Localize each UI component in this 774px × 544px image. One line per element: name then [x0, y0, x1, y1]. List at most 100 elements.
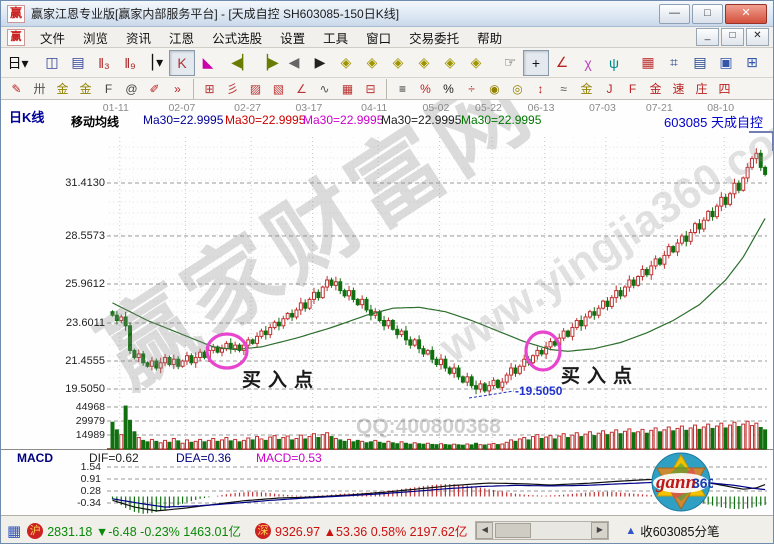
- tool-report-notes[interactable]: ▤: [687, 50, 713, 76]
- tool-kline-mode[interactable]: K: [169, 49, 195, 76]
- tool-percent[interactable]: %: [437, 78, 460, 99]
- macd-tick-0.28: 0.28: [80, 485, 101, 497]
- tool-measure-pen[interactable]: ✐: [143, 78, 166, 99]
- zoom-out-h-icon: ◈: [340, 54, 352, 70]
- minimize-button[interactable]: —: [659, 3, 690, 24]
- tool-fan-box[interactable]: ▨: [244, 78, 267, 99]
- tool-hatch-box[interactable]: ▧: [267, 78, 290, 99]
- candle-style-icon: ⎮▾: [148, 54, 164, 70]
- tool-calculator[interactable]: ⌗: [661, 50, 687, 76]
- tool-export-data[interactable]: ⊞: [739, 50, 765, 76]
- pan-hand-icon: ☞: [503, 54, 517, 70]
- tool-percent-line[interactable]: ÷: [460, 78, 483, 99]
- tool-zoom-full[interactable]: ◈: [463, 50, 489, 76]
- tool-zigzag[interactable]: ∿: [313, 78, 336, 99]
- tool-angle-four[interactable]: 四: [713, 78, 736, 99]
- tool-zoom-in-h[interactable]: ◈: [359, 50, 385, 76]
- child-restore-button[interactable]: □: [721, 28, 744, 46]
- tool-minute-3[interactable]: ‖₃: [91, 50, 117, 76]
- child-minimize-button[interactable]: _: [696, 28, 719, 46]
- tool-square-grid[interactable]: ⊟: [359, 78, 382, 99]
- child-close-button[interactable]: ✕: [746, 28, 769, 46]
- tool-prev-bar[interactable]: ◀: [281, 50, 307, 76]
- report-notes-icon: ▤: [693, 54, 707, 70]
- tool-pen-tool[interactable]: ✎: [5, 78, 28, 99]
- scroll-left-arrow[interactable]: ◀: [476, 522, 494, 539]
- tool-gold-circle[interactable]: ◉: [483, 78, 506, 99]
- tool-gold-line[interactable]: 金: [575, 78, 598, 99]
- tool-angle-zhuang[interactable]: 庄: [690, 78, 713, 99]
- tool-price-mark[interactable]: ↕: [529, 78, 552, 99]
- tool-color-chart[interactable]: ◣: [195, 50, 221, 76]
- tool-save-data[interactable]: ▣: [713, 50, 739, 76]
- ma30-value-2: Ma30=22.9995: [225, 113, 306, 127]
- tool-wave-tool[interactable]: ≈: [552, 78, 575, 99]
- tool-trend-draw[interactable]: ∠: [549, 50, 575, 76]
- tool-calendar-21[interactable]: ▦: [635, 50, 661, 76]
- tool-dense-grid[interactable]: ▦: [336, 78, 359, 99]
- menu-item-2[interactable]: 浏览: [83, 31, 109, 46]
- maximize-button[interactable]: □: [692, 3, 723, 24]
- info-panel-icon: ▤: [71, 54, 85, 70]
- tool-gann-grid[interactable]: 卅: [28, 78, 51, 99]
- tool-candle-style[interactable]: ⎮▾: [143, 50, 169, 76]
- tool-hist-lines[interactable]: ≡: [391, 78, 414, 99]
- menu-item-5[interactable]: 公式选股: [212, 31, 263, 46]
- tool-percent-zone[interactable]: %: [414, 78, 437, 99]
- crosshair-icon: +: [531, 54, 541, 71]
- tool-send-remote[interactable]: ⊟: [765, 50, 773, 76]
- tool-gold-ring[interactable]: ◎: [506, 78, 529, 99]
- tool-zoom-in-v[interactable]: ◈: [411, 50, 437, 76]
- kline-chart-area[interactable]: [1, 100, 773, 449]
- menu-item-1[interactable]: 文件: [40, 31, 66, 46]
- horizontal-scrollbar[interactable]: ◀ ▶: [475, 521, 610, 540]
- menu-item-9[interactable]: 交易委托: [409, 31, 460, 46]
- tool-angle-speed[interactable]: 速: [667, 78, 690, 99]
- date-tick-03-17: 03-17: [295, 102, 323, 114]
- scroll-right-arrow[interactable]: ▶: [591, 522, 609, 539]
- tool-chart-overlay[interactable]: ◫: [39, 50, 65, 76]
- date-tick-02-07: 02-07: [168, 102, 196, 114]
- tool-angle-j[interactable]: J: [598, 78, 621, 99]
- menu-item-8[interactable]: 窗口: [366, 31, 392, 46]
- tool-gann-gold-b[interactable]: 金: [74, 78, 97, 99]
- tool-zoom-out-v[interactable]: ◈: [385, 50, 411, 76]
- tool-zoom-reset[interactable]: ◈: [437, 50, 463, 76]
- tool-fib-f[interactable]: F: [97, 78, 120, 99]
- tool-angle-line[interactable]: ∠: [290, 78, 313, 99]
- tool-pan-hand[interactable]: ☞: [497, 50, 523, 76]
- gold-ring-icon: ◎: [512, 81, 523, 96]
- tick-chart-link[interactable]: 收603085分笔: [640, 525, 720, 539]
- calendar-icon[interactable]: ▦: [7, 522, 22, 540]
- menu-item-3[interactable]: 资讯: [126, 31, 152, 46]
- scrollbar-track[interactable]: [493, 523, 591, 538]
- tool-last-bar[interactable]: ▕▶: [255, 50, 281, 76]
- next-bar-icon: ▶: [314, 54, 326, 70]
- tool-next-bar[interactable]: ▶: [307, 50, 333, 76]
- menu-item-4[interactable]: 江恩: [169, 31, 195, 46]
- tool-period-daily[interactable]: 日▾: [5, 50, 31, 76]
- tool-zoom-out-h[interactable]: ◈: [333, 50, 359, 76]
- tool-gann-gold-a[interactable]: 金: [51, 78, 74, 99]
- tool-gann-wizard[interactable]: χ: [575, 50, 601, 76]
- tool-more-tools[interactable]: »: [166, 78, 189, 99]
- tool-angle-gold[interactable]: 金: [644, 78, 667, 99]
- menu-item-6[interactable]: 设置: [280, 31, 306, 46]
- gann-wizard-icon: χ: [584, 54, 592, 71]
- menu-item-7[interactable]: 工具: [323, 31, 349, 46]
- tool-info-panel[interactable]: ▤: [65, 50, 91, 76]
- tool-first-bar[interactable]: ◀▏: [229, 50, 255, 76]
- tool-spiral[interactable]: @: [120, 78, 143, 99]
- tool-crosshair[interactable]: +: [523, 49, 549, 76]
- scrollbar-thumb[interactable]: [495, 523, 532, 538]
- menu-item-10[interactable]: 帮助: [477, 31, 503, 46]
- hist-lines-icon: ≡: [398, 81, 406, 96]
- tool-smart-analysis[interactable]: ψ: [601, 50, 627, 76]
- minute-9-icon: ‖₉: [124, 54, 136, 71]
- tool-grid-box[interactable]: ⊞: [198, 78, 221, 99]
- tool-fan-lines[interactable]: 彡: [221, 78, 244, 99]
- price-tick-28.5573: 28.5573: [65, 230, 105, 242]
- tool-minute-9[interactable]: ‖₉: [117, 50, 143, 76]
- tool-angle-f[interactable]: F: [621, 78, 644, 99]
- close-button[interactable]: ✕: [725, 3, 767, 24]
